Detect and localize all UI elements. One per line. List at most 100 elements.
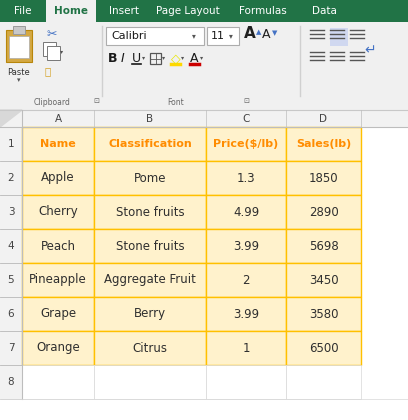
Text: File: File bbox=[14, 6, 32, 16]
Text: D: D bbox=[319, 113, 328, 123]
FancyBboxPatch shape bbox=[106, 27, 204, 45]
Bar bbox=[43, 42, 56, 56]
Text: Apple: Apple bbox=[41, 171, 75, 184]
Bar bbox=[94, 161, 206, 195]
Bar bbox=[22, 297, 94, 331]
Text: Clipboard: Clipboard bbox=[33, 98, 71, 107]
Bar bbox=[206, 297, 286, 331]
Text: 8: 8 bbox=[8, 377, 14, 387]
Text: B: B bbox=[146, 113, 153, 123]
Bar bbox=[286, 195, 361, 229]
FancyBboxPatch shape bbox=[207, 27, 239, 45]
Bar bbox=[150, 53, 161, 64]
Bar bbox=[94, 229, 206, 263]
Text: 6500: 6500 bbox=[309, 341, 338, 354]
Text: Cherry: Cherry bbox=[38, 205, 78, 218]
Bar bbox=[0, 110, 408, 127]
Bar bbox=[94, 263, 206, 297]
Text: ▾: ▾ bbox=[162, 55, 165, 60]
Bar bbox=[6, 30, 32, 62]
Text: Aggregate Fruit: Aggregate Fruit bbox=[104, 273, 196, 286]
Bar bbox=[22, 195, 94, 229]
Text: 1.3: 1.3 bbox=[237, 171, 255, 184]
Text: Home: Home bbox=[54, 6, 88, 16]
Text: ▾: ▾ bbox=[229, 32, 233, 40]
Text: Peach: Peach bbox=[40, 239, 75, 252]
Bar bbox=[94, 365, 206, 399]
Text: 1: 1 bbox=[8, 139, 14, 149]
Bar bbox=[206, 365, 286, 399]
Bar bbox=[13, 26, 25, 34]
Bar bbox=[206, 195, 286, 229]
Bar bbox=[286, 263, 361, 297]
Text: 4.99: 4.99 bbox=[233, 205, 259, 218]
Text: 2: 2 bbox=[242, 273, 250, 286]
Bar bbox=[286, 161, 361, 195]
Text: 3: 3 bbox=[8, 207, 14, 217]
Text: ▾: ▾ bbox=[200, 55, 203, 60]
Bar bbox=[206, 331, 286, 365]
Text: ⊡: ⊡ bbox=[93, 98, 99, 104]
Bar bbox=[330, 28, 348, 46]
Text: 2: 2 bbox=[8, 173, 14, 183]
Text: I: I bbox=[121, 52, 125, 65]
Text: 3450: 3450 bbox=[309, 273, 338, 286]
Text: ▾: ▾ bbox=[60, 50, 64, 55]
Text: A: A bbox=[262, 27, 271, 40]
Bar bbox=[9, 36, 29, 58]
Bar bbox=[22, 331, 94, 365]
Text: ▼: ▼ bbox=[272, 30, 277, 36]
Text: 1: 1 bbox=[242, 341, 250, 354]
Text: 3580: 3580 bbox=[309, 307, 338, 320]
Text: Data: Data bbox=[312, 6, 337, 16]
Text: ▾: ▾ bbox=[17, 77, 21, 83]
Bar bbox=[286, 365, 361, 399]
Polygon shape bbox=[0, 110, 22, 127]
Text: Pineapple: Pineapple bbox=[29, 273, 87, 286]
Bar bbox=[22, 365, 94, 399]
Text: 5698: 5698 bbox=[308, 239, 338, 252]
Text: Price($/lb): Price($/lb) bbox=[213, 139, 279, 149]
Bar bbox=[22, 263, 94, 297]
Text: ⊡: ⊡ bbox=[243, 98, 249, 104]
Bar bbox=[206, 127, 286, 161]
Text: 7: 7 bbox=[8, 343, 14, 353]
Text: ▾: ▾ bbox=[142, 55, 145, 60]
Text: Stone fruits: Stone fruits bbox=[116, 205, 184, 218]
Text: Font: Font bbox=[168, 98, 184, 107]
Text: Calibri: Calibri bbox=[111, 31, 146, 41]
Bar bbox=[46, 0, 96, 22]
Bar bbox=[206, 263, 286, 297]
Bar bbox=[286, 229, 361, 263]
Text: C: C bbox=[242, 113, 250, 123]
Text: Classification: Classification bbox=[108, 139, 192, 149]
Text: ↵: ↵ bbox=[364, 43, 376, 57]
Text: Pome: Pome bbox=[134, 171, 166, 184]
Bar bbox=[286, 127, 361, 161]
Bar bbox=[0, 110, 408, 420]
Text: A: A bbox=[190, 52, 199, 65]
Text: Orange: Orange bbox=[36, 341, 80, 354]
Bar bbox=[22, 127, 94, 161]
Text: 3.99: 3.99 bbox=[233, 239, 259, 252]
Text: A: A bbox=[244, 26, 256, 42]
Bar bbox=[0, 0, 408, 22]
Bar bbox=[47, 46, 60, 60]
Bar bbox=[206, 229, 286, 263]
Bar bbox=[22, 229, 94, 263]
Text: Stone fruits: Stone fruits bbox=[116, 239, 184, 252]
Text: Page Layout: Page Layout bbox=[156, 6, 220, 16]
Text: ◇: ◇ bbox=[171, 52, 181, 65]
Text: Citrus: Citrus bbox=[133, 341, 168, 354]
Text: 3.99: 3.99 bbox=[233, 307, 259, 320]
Text: ▲: ▲ bbox=[256, 29, 262, 35]
Text: Insert: Insert bbox=[109, 6, 139, 16]
Bar bbox=[286, 297, 361, 331]
Text: 1850: 1850 bbox=[309, 171, 338, 184]
Text: ▾: ▾ bbox=[181, 55, 184, 60]
Text: 11: 11 bbox=[211, 31, 225, 41]
Text: Berry: Berry bbox=[134, 307, 166, 320]
Bar bbox=[94, 331, 206, 365]
Text: ✂: ✂ bbox=[47, 28, 57, 41]
Bar bbox=[22, 161, 94, 195]
